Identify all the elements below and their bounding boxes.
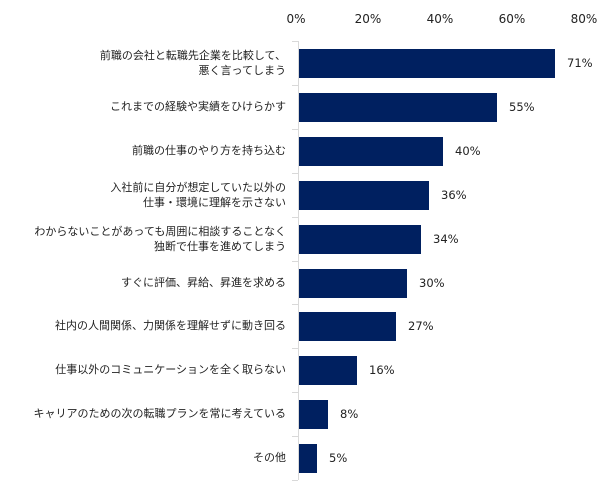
bar-row: これまでの経験や実績をひけらかす 55% bbox=[0, 85, 608, 129]
category-label: すぐに評価、昇給、昇進を求める bbox=[121, 275, 286, 290]
category-label-line2: 仕事・環境に理解を示さない bbox=[143, 196, 286, 209]
bar-row: 社内の人間関係、力関係を理解せずに動き回る 27% bbox=[0, 304, 608, 348]
value-label: 30% bbox=[419, 276, 445, 290]
x-tick-label: 20% bbox=[354, 12, 382, 26]
category-label: 前職の会社と転職先企業を比較して、悪く言ってしまう bbox=[100, 48, 286, 78]
x-tick-label: 40% bbox=[426, 12, 454, 26]
value-label: 5% bbox=[329, 451, 348, 465]
bar-row: その他 5% bbox=[0, 436, 608, 480]
bar-row: 前職の仕事のやり方を持ち込む 40% bbox=[0, 129, 608, 173]
category-label: 入社前に自分が想定していた以外の仕事・環境に理解を示さない bbox=[110, 180, 286, 210]
category-tick bbox=[292, 261, 298, 262]
category-label-line1: 前職の仕事のやり方を持ち込む bbox=[132, 144, 286, 157]
bar bbox=[299, 269, 407, 298]
bar-row: キャリアのための次の転職プランを常に考えている 8% bbox=[0, 392, 608, 436]
value-label: 27% bbox=[408, 319, 434, 333]
value-label: 71% bbox=[567, 56, 593, 70]
category-label-line1: すぐに評価、昇給、昇進を求める bbox=[121, 276, 286, 289]
bar bbox=[299, 93, 497, 122]
category-label-line1: その他 bbox=[253, 451, 286, 464]
category-tick bbox=[292, 129, 298, 130]
category-tick bbox=[292, 348, 298, 349]
category-tick bbox=[292, 436, 298, 437]
bar-row: 仕事以外のコミュニケーションを全く取らない 16% bbox=[0, 348, 608, 392]
value-label: 34% bbox=[433, 232, 459, 246]
category-label: 仕事以外のコミュニケーションを全く取らない bbox=[55, 362, 286, 377]
category-tick bbox=[292, 304, 298, 305]
category-tick bbox=[292, 85, 298, 86]
bar bbox=[299, 181, 429, 210]
y-axis-line bbox=[298, 41, 299, 480]
category-label-line1: 仕事以外のコミュニケーションを全く取らない bbox=[55, 363, 286, 376]
bar bbox=[299, 137, 443, 166]
bar bbox=[299, 444, 317, 473]
bar bbox=[299, 356, 357, 385]
category-tick bbox=[292, 217, 298, 218]
bar-row: 入社前に自分が想定していた以外の仕事・環境に理解を示さない 36% bbox=[0, 173, 608, 217]
category-tick bbox=[292, 41, 298, 42]
category-tick bbox=[292, 480, 298, 481]
category-label: わからないことがあっても周囲に相談することなく独断で仕事を進めてしまう bbox=[34, 224, 286, 254]
category-tick bbox=[292, 392, 298, 393]
value-label: 40% bbox=[455, 144, 481, 158]
value-label: 16% bbox=[369, 363, 395, 377]
category-tick bbox=[292, 173, 298, 174]
bar bbox=[299, 312, 396, 341]
category-label: その他 bbox=[253, 450, 286, 465]
bar bbox=[299, 49, 555, 78]
category-label: 社内の人間関係、力関係を理解せずに動き回る bbox=[55, 318, 286, 333]
category-label-line1: 前職の会社と転職先企業を比較して、 bbox=[99, 49, 286, 62]
category-label-line1: これまでの経験や実績をひけらかす bbox=[110, 100, 286, 113]
category-label-line2: 独断で仕事を進めてしまう bbox=[154, 240, 286, 253]
category-label-line1: 入社前に自分が想定していた以外の bbox=[110, 181, 286, 194]
value-label: 36% bbox=[441, 188, 467, 202]
bar bbox=[299, 225, 421, 254]
value-label: 8% bbox=[340, 407, 359, 421]
bar bbox=[299, 400, 328, 429]
bar-row: すぐに評価、昇給、昇進を求める 30% bbox=[0, 261, 608, 305]
category-label: キャリアのための次の転職プランを常に考えている bbox=[34, 406, 286, 421]
x-tick-label: 0% bbox=[286, 12, 306, 26]
bar-row: わからないことがあっても周囲に相談することなく独断で仕事を進めてしまう 34% bbox=[0, 217, 608, 261]
x-tick-label: 80% bbox=[570, 12, 598, 26]
x-tick-label: 60% bbox=[498, 12, 526, 26]
value-label: 55% bbox=[509, 100, 535, 114]
category-label-line2: 悪く言ってしまう bbox=[198, 64, 286, 77]
category-label-line1: キャリアのための次の転職プランを常に考えている bbox=[33, 407, 286, 420]
category-label-line1: わからないことがあっても周囲に相談することなく bbox=[34, 225, 286, 238]
category-label-line1: 社内の人間関係、力関係を理解せずに動き回る bbox=[55, 319, 286, 332]
category-label: 前職の仕事のやり方を持ち込む bbox=[132, 143, 286, 158]
category-label: これまでの経験や実績をひけらかす bbox=[110, 99, 286, 114]
bar-row: 前職の会社と転職先企業を比較して、悪く言ってしまう 71% bbox=[0, 41, 608, 85]
